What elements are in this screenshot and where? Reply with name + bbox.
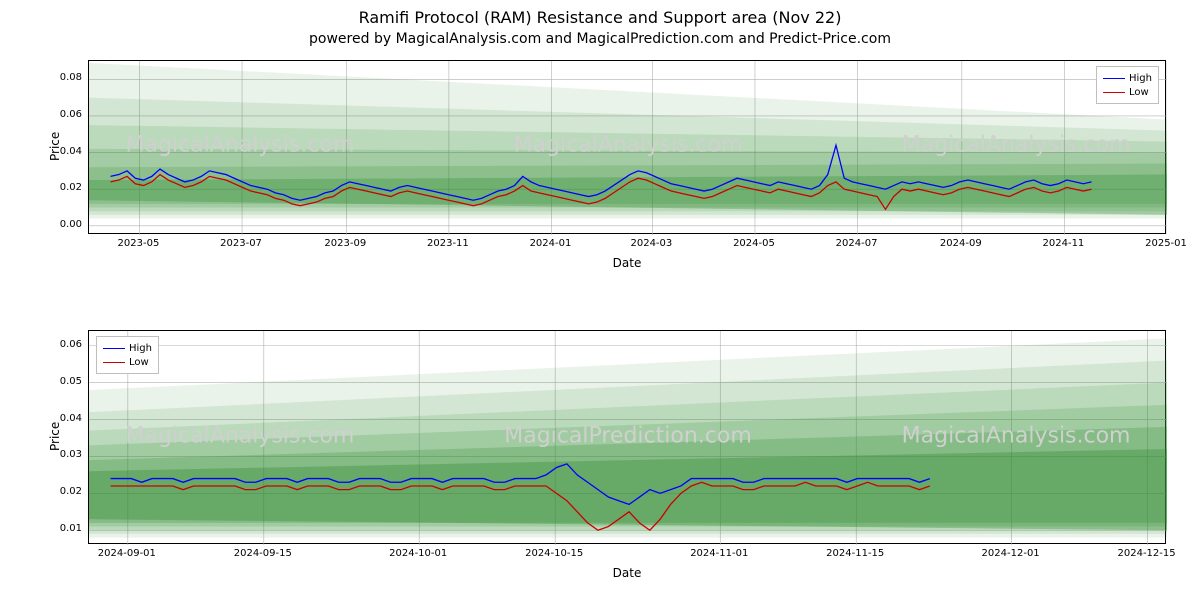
panel1-legend: High Low [1096, 66, 1159, 104]
panel1-plot-area: MagicalAnalysis.com MagicalAnalysis.com Ma… [88, 60, 1166, 234]
xtick-label: 2024-05 [733, 238, 775, 249]
panel1-xtick-container: 2023-05 2023-07 2023-09 2023-11 2024-01 2024-… [88, 238, 1166, 254]
legend-line-high [103, 348, 125, 349]
xtick-label: 2023-11 [427, 238, 469, 249]
xtick-label: 2023-05 [118, 238, 160, 249]
legend-item-high: High [103, 341, 152, 355]
xtick-label: 2024-11 [1043, 238, 1085, 249]
xtick-label: 2024-09 [940, 238, 982, 249]
ytick-label: 0.00 [42, 219, 82, 230]
legend-label-low: Low [1129, 87, 1149, 98]
legend-line-low [103, 362, 125, 363]
xtick-label: 2024-09-15 [234, 548, 292, 559]
svg-text:MagicalAnalysis.com: MagicalAnalysis.com [125, 423, 354, 448]
legend-item-low: Low [103, 355, 152, 369]
chart-title: Ramifi Protocol (RAM) Resistance and Sup… [0, 8, 1200, 27]
panel2-xtick-container: 2024-09-01 2024-09-15 2024-10-01 2024-10-15… [88, 548, 1166, 564]
ytick-label: 0.06 [42, 109, 82, 120]
svg-text:MagicalAnalysis.com: MagicalAnalysis.com [902, 423, 1131, 448]
xtick-label: 2024-11-01 [690, 548, 748, 559]
xtick-label: 2024-12-01 [982, 548, 1040, 559]
xtick-label: 2024-01 [530, 238, 572, 249]
xtick-label: 2023-09 [324, 238, 366, 249]
legend-label-high: High [129, 343, 152, 354]
panel2-ytick-container: 0.01 0.02 0.03 0.04 0.05 0.06 [42, 330, 86, 544]
ytick-label: 0.06 [42, 339, 82, 350]
xtick-label: 2024-11-15 [826, 548, 884, 559]
ytick-label: 0.05 [42, 376, 82, 387]
panel1-ytick-container: 0.00 0.02 0.04 0.06 0.08 [42, 60, 86, 234]
xtick-label: 2023-07 [220, 238, 262, 249]
legend-label-high: High [1129, 73, 1152, 84]
ytick-label: 0.03 [42, 449, 82, 460]
legend-line-high [1103, 78, 1125, 79]
legend-line-low [1103, 92, 1125, 93]
ytick-label: 0.04 [42, 413, 82, 424]
legend-item-high: High [1103, 71, 1152, 85]
ytick-label: 0.04 [42, 146, 82, 157]
ytick-label: 0.02 [42, 182, 82, 193]
svg-text:MagicalPrediction.com: MagicalPrediction.com [504, 423, 752, 448]
panel2-xlabel: Date [88, 566, 1166, 580]
xtick-label: 2024-07 [836, 238, 878, 249]
chart-subtitle: powered by MagicalAnalysis.com and Magic… [0, 31, 1200, 47]
panel2-plot-area: MagicalAnalysis.com MagicalPrediction.com… [88, 330, 1166, 544]
xtick-label: 2025-01 [1145, 238, 1187, 249]
xtick-label: 2024-09-01 [98, 548, 156, 559]
svg-text:MagicalAnalysis.com: MagicalAnalysis.com [902, 132, 1131, 157]
ytick-label: 0.08 [42, 72, 82, 83]
legend-label-low: Low [129, 357, 149, 368]
panel2-svg: MagicalAnalysis.com MagicalPrediction.com… [89, 331, 1167, 545]
xtick-label: 2024-10-15 [525, 548, 583, 559]
panel1-svg: MagicalAnalysis.com MagicalAnalysis.com Ma… [89, 61, 1167, 235]
xtick-label: 2024-10-01 [389, 548, 447, 559]
svg-text:MagicalAnalysis.com: MagicalAnalysis.com [514, 132, 743, 157]
legend-item-low: Low [1103, 85, 1152, 99]
panel1-xlabel: Date [88, 256, 1166, 270]
ytick-label: 0.01 [42, 523, 82, 534]
svg-text:MagicalAnalysis.com: MagicalAnalysis.com [125, 132, 354, 157]
xtick-label: 2024-03 [630, 238, 672, 249]
panel2-legend: High Low [96, 336, 159, 374]
xtick-label: 2024-12-15 [1118, 548, 1176, 559]
ytick-label: 0.02 [42, 486, 82, 497]
